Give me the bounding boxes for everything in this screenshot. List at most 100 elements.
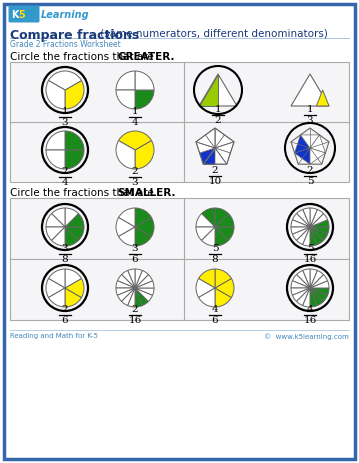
Text: 5: 5	[19, 10, 25, 19]
Text: 6: 6	[212, 316, 218, 325]
Wedge shape	[291, 288, 310, 295]
Wedge shape	[135, 269, 142, 288]
Text: Reading and Math for K-5: Reading and Math for K-5	[10, 333, 98, 339]
Wedge shape	[215, 269, 232, 288]
Polygon shape	[215, 135, 234, 148]
Wedge shape	[116, 218, 135, 237]
Text: ©  www.k5learning.com: © www.k5learning.com	[264, 333, 349, 340]
Wedge shape	[310, 220, 329, 227]
Wedge shape	[135, 281, 154, 288]
Wedge shape	[135, 208, 151, 227]
Wedge shape	[310, 227, 323, 244]
Wedge shape	[135, 140, 154, 169]
Text: K: K	[11, 10, 19, 19]
Wedge shape	[199, 288, 215, 307]
Wedge shape	[46, 213, 65, 227]
Text: 3: 3	[132, 244, 138, 253]
Wedge shape	[310, 227, 317, 246]
Text: Circle the fractions that are: Circle the fractions that are	[10, 52, 157, 62]
Wedge shape	[135, 227, 151, 246]
Wedge shape	[303, 227, 310, 246]
Wedge shape	[303, 288, 310, 307]
Wedge shape	[118, 227, 135, 246]
Text: 1: 1	[132, 107, 138, 116]
Wedge shape	[196, 279, 215, 298]
Text: 3: 3	[62, 244, 68, 253]
Wedge shape	[297, 270, 310, 288]
Wedge shape	[116, 281, 135, 288]
Wedge shape	[310, 209, 323, 227]
Wedge shape	[291, 220, 310, 227]
Wedge shape	[52, 227, 65, 246]
Wedge shape	[310, 227, 329, 234]
Text: Grade 2 Fractions Worksheet: Grade 2 Fractions Worksheet	[10, 40, 121, 49]
Wedge shape	[65, 269, 81, 288]
Text: 8: 8	[212, 255, 218, 264]
Wedge shape	[65, 227, 78, 246]
Wedge shape	[310, 288, 327, 301]
Wedge shape	[215, 213, 234, 227]
Wedge shape	[293, 227, 310, 240]
Text: SMALLER.: SMALLER.	[117, 188, 176, 198]
Polygon shape	[295, 148, 310, 164]
Text: Compare fractions: Compare fractions	[10, 29, 139, 42]
Polygon shape	[215, 128, 224, 148]
Wedge shape	[116, 288, 135, 295]
Polygon shape	[215, 142, 234, 153]
Text: 16: 16	[303, 316, 317, 325]
Wedge shape	[310, 281, 329, 288]
Polygon shape	[295, 135, 310, 153]
Text: 2: 2	[215, 116, 221, 125]
Wedge shape	[135, 270, 148, 288]
Wedge shape	[215, 279, 234, 298]
FancyBboxPatch shape	[9, 6, 39, 23]
Text: 3: 3	[132, 178, 138, 187]
Wedge shape	[65, 208, 78, 227]
Text: 4: 4	[132, 118, 138, 127]
Wedge shape	[310, 269, 317, 288]
Text: 4: 4	[307, 305, 313, 314]
Wedge shape	[310, 270, 323, 288]
Polygon shape	[291, 74, 329, 106]
Wedge shape	[46, 279, 65, 298]
Wedge shape	[65, 227, 84, 240]
Wedge shape	[303, 208, 310, 227]
Text: 5: 5	[212, 244, 218, 253]
Wedge shape	[201, 208, 215, 227]
Wedge shape	[65, 150, 84, 169]
Wedge shape	[303, 269, 310, 288]
Text: 4: 4	[212, 305, 218, 314]
Polygon shape	[200, 148, 215, 164]
Wedge shape	[65, 288, 81, 307]
Text: 2: 2	[212, 166, 218, 175]
Text: 2: 2	[132, 305, 138, 314]
Wedge shape	[215, 227, 228, 246]
Text: Circle the fractions that are: Circle the fractions that are	[10, 188, 157, 198]
Polygon shape	[310, 148, 325, 164]
Wedge shape	[215, 227, 234, 240]
Text: Learning: Learning	[41, 10, 90, 19]
Wedge shape	[46, 150, 65, 169]
Text: 3: 3	[307, 116, 313, 125]
Wedge shape	[310, 227, 327, 240]
Polygon shape	[310, 135, 325, 153]
Wedge shape	[65, 213, 84, 227]
Wedge shape	[46, 227, 65, 240]
Text: 6: 6	[132, 255, 138, 264]
Wedge shape	[297, 227, 310, 244]
Text: 10: 10	[208, 177, 222, 186]
Wedge shape	[135, 288, 142, 307]
Wedge shape	[52, 208, 65, 227]
Text: 2: 2	[62, 167, 68, 176]
Wedge shape	[116, 140, 135, 169]
Polygon shape	[203, 148, 215, 164]
Text: 16: 16	[303, 255, 317, 264]
Polygon shape	[316, 90, 329, 106]
Wedge shape	[196, 213, 215, 227]
Text: 16: 16	[129, 316, 141, 325]
Text: 1: 1	[215, 105, 221, 114]
Wedge shape	[117, 275, 135, 288]
Text: GREATER.: GREATER.	[117, 52, 174, 62]
Text: 2: 2	[132, 167, 138, 176]
Text: 6: 6	[62, 316, 68, 325]
